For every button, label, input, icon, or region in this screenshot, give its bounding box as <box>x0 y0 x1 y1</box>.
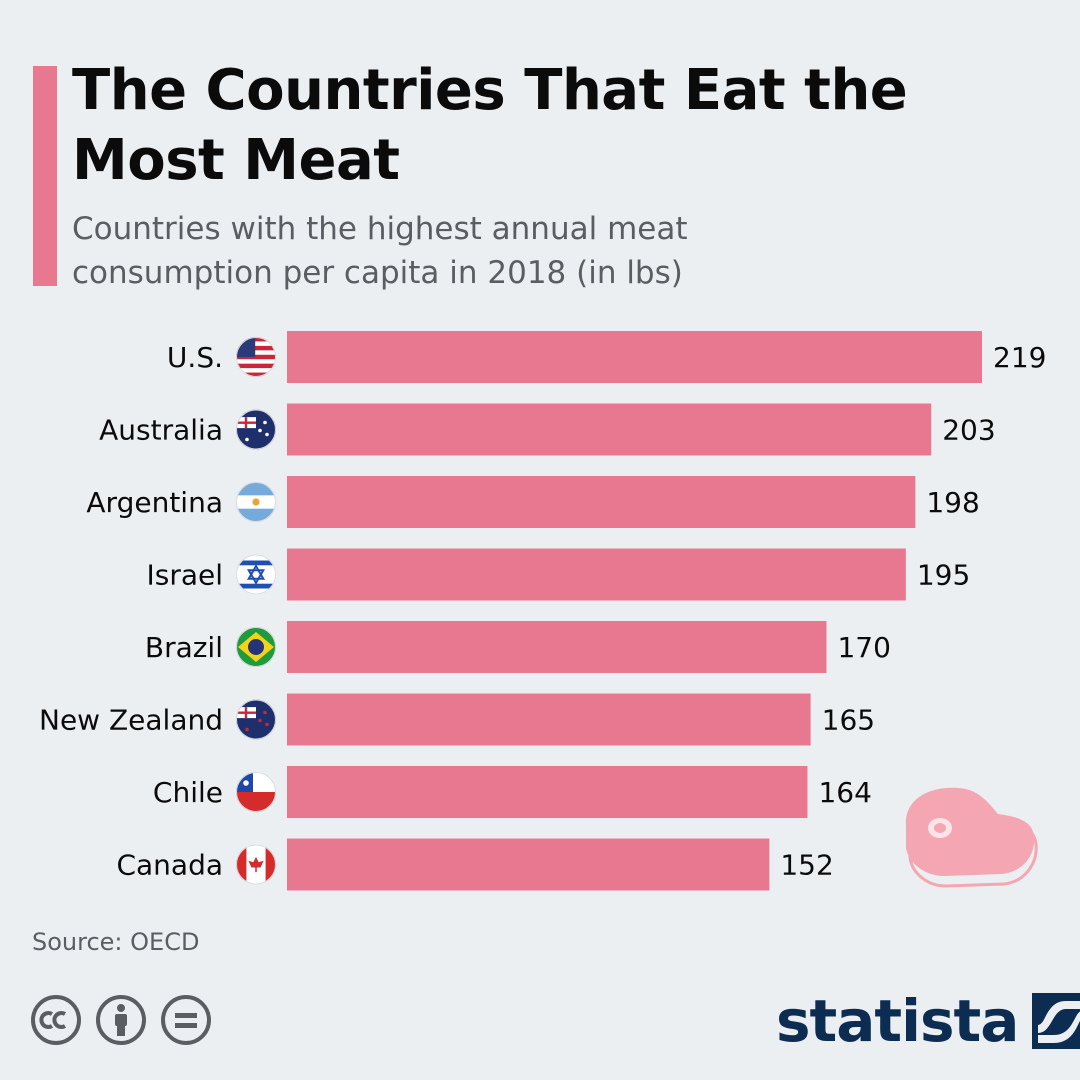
category-label: Australia <box>99 414 223 447</box>
category-label: Brazil <box>145 631 223 664</box>
category-label: U.S. <box>167 341 223 374</box>
argentina-flag-icon <box>236 482 276 522</box>
statista-logo[interactable]: statista <box>776 986 1080 1056</box>
license-icons <box>30 994 212 1046</box>
category-label: New Zealand <box>39 704 223 737</box>
category-label: Argentina <box>86 486 223 519</box>
bar-chart: 219 U.S. 203 Australia 198 Argentina 195 Israel… <box>39 331 1046 891</box>
value-label: 198 <box>926 486 979 519</box>
steak-icon <box>905 787 1038 888</box>
brazil-flag-icon <box>236 627 276 667</box>
bar-new-zealand <box>287 693 811 746</box>
bar-canada <box>287 838 770 891</box>
australia-flag-icon <box>236 409 276 450</box>
page-subtitle: Countries with the highest annual meat c… <box>72 211 688 291</box>
no-derivatives-icon[interactable] <box>160 994 212 1046</box>
value-label: 164 <box>818 776 871 809</box>
category-label: Israel <box>146 559 223 592</box>
value-label: 152 <box>780 849 833 882</box>
bar-u-s- <box>287 331 982 383</box>
bar-australia <box>287 403 932 456</box>
value-label: 203 <box>942 414 995 447</box>
new-zealand-flag-icon <box>236 699 276 740</box>
statista-mark-icon <box>1032 993 1080 1049</box>
source-note: Source: OECD <box>32 928 200 956</box>
bar-chile <box>287 766 808 818</box>
value-label: 219 <box>993 341 1046 374</box>
bar-israel <box>287 548 906 601</box>
value-label: 195 <box>917 559 970 592</box>
canada-flag-icon <box>236 844 276 885</box>
attribution-icon[interactable] <box>95 994 147 1046</box>
cc-icon[interactable] <box>30 994 82 1046</box>
israel-flag-icon <box>236 554 276 595</box>
bar-brazil <box>287 621 827 673</box>
page-title: The Countries That Eat the Most Meat <box>72 58 908 193</box>
accent-bar <box>33 66 57 286</box>
chile-flag-icon <box>236 772 276 812</box>
category-label: Chile <box>153 776 223 809</box>
us-flag-icon <box>236 337 276 377</box>
value-label: 165 <box>822 704 875 737</box>
value-label: 170 <box>837 631 890 664</box>
category-label: Canada <box>116 849 223 882</box>
bar-argentina <box>287 476 916 528</box>
brand-name: statista <box>776 987 1019 1055</box>
